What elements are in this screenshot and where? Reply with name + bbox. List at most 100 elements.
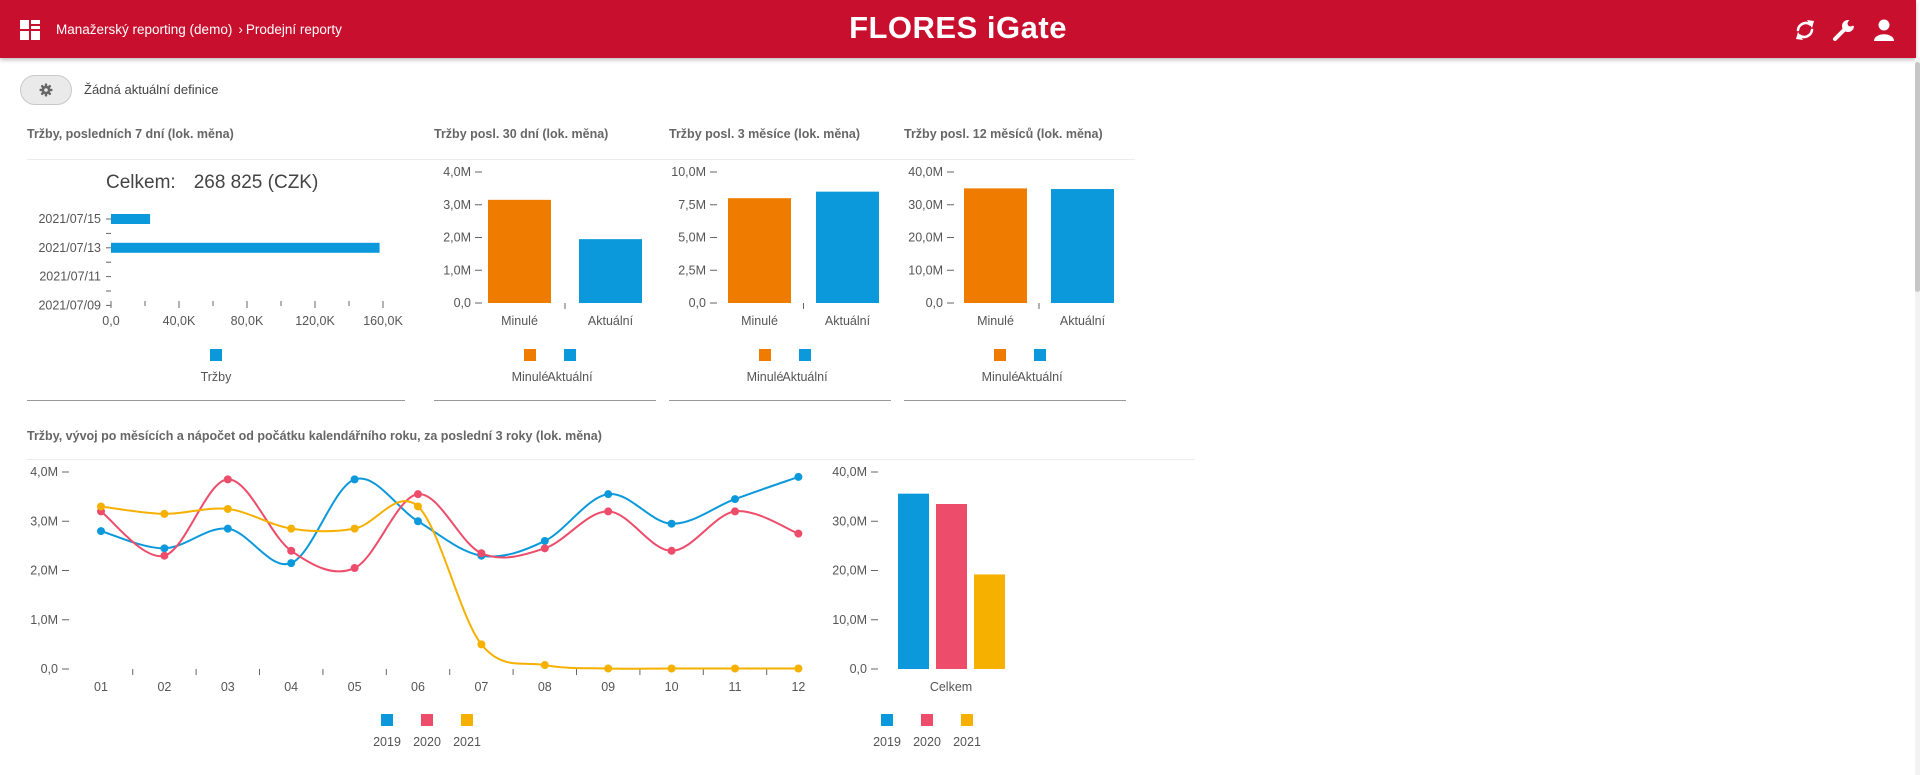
x-tick-label: Aktuální (1060, 314, 1106, 328)
legend-label: Minulé (512, 370, 549, 384)
refresh-icon[interactable] (1793, 18, 1817, 42)
point-2021-05 (350, 524, 359, 533)
legend-swatch (210, 349, 222, 361)
point-2019-02 (160, 544, 169, 553)
panel-footer-divider (27, 400, 405, 401)
y-tick-label: 7,5M (678, 198, 706, 212)
total-value: 268 825 (CZK) (193, 172, 319, 193)
legend-label: 2020 (913, 735, 941, 749)
y-tick-label: 5,0M (678, 231, 706, 245)
point-2019-06 (414, 517, 422, 526)
point-2019-05 (350, 475, 359, 484)
point-2021-04 (287, 524, 296, 533)
legend-swatch (961, 714, 973, 726)
point-2021-08 (540, 661, 549, 670)
point-2021-12 (794, 664, 803, 673)
bar-total-2021 (974, 574, 1005, 669)
y-tick-label: 2,0M (443, 231, 471, 245)
y-tick-label: 20,0M (908, 231, 943, 245)
scrollbar-thumb[interactable] (1915, 62, 1920, 292)
x-tick-label: Celkem (930, 680, 972, 694)
y-tick-label: 0,0 (454, 296, 471, 310)
vertical-scrollbar[interactable] (1915, 58, 1920, 775)
definition-settings-button[interactable] (20, 75, 72, 105)
x-tick-label: 11 (729, 680, 742, 694)
x-tick-label: 09 (601, 680, 615, 694)
bar-sales-3m-Minulé (728, 198, 791, 303)
x-tick-label: 160,0K (363, 314, 403, 328)
x-tick-label: 10 (665, 680, 679, 694)
point-2019-09 (604, 490, 613, 499)
bar-7d-2021/07/13 (111, 242, 380, 253)
legend-label: 2020 (413, 735, 441, 749)
y-tick-label: 0,0 (926, 296, 943, 310)
y-tick-label: 2021/07/11 (39, 270, 101, 284)
breadcrumb-current-page[interactable]: Prodejní reporty (245, 22, 342, 37)
y-tick-label: 4,0M (443, 165, 471, 179)
legend-swatch (381, 714, 393, 726)
legend-label: 2021 (953, 735, 981, 749)
y-tick-label: 0,0 (689, 296, 706, 310)
x-tick-label: 01 (94, 680, 108, 694)
x-tick-label: 06 (411, 680, 425, 694)
legend-swatch (881, 714, 893, 726)
legend-swatch (799, 349, 811, 361)
x-tick-label: 03 (221, 680, 235, 694)
y-tick-label: 40,0M (908, 165, 943, 179)
legend-label: 2021 (453, 735, 481, 749)
panel-footer-divider (669, 400, 891, 401)
legend-swatch (564, 349, 576, 361)
panel-header-divider (27, 159, 1135, 160)
point-2019-10 (667, 519, 676, 528)
x-tick-label: 12 (791, 680, 805, 694)
x-tick-label: 07 (474, 680, 488, 694)
panel-title-7d: Tržby, posledních 7 dní (lok. měna) (27, 127, 234, 141)
point-2020-05 (350, 564, 359, 573)
panel-title-3m: Tržby posl. 3 měsíce (lok. měna) (669, 127, 861, 141)
sales-7d-total: Celkem: 268 825 (CZK) (106, 172, 318, 194)
point-2020-07 (477, 549, 486, 558)
total-label: Celkem: (106, 172, 176, 193)
legend-swatch (524, 349, 536, 361)
y-tick-label: 0,0 (41, 662, 58, 676)
x-tick-label: 120,0K (295, 314, 335, 328)
user-icon[interactable] (1872, 18, 1896, 42)
legend-label: Aktuální (547, 370, 593, 384)
x-tick-label: 05 (348, 680, 362, 694)
point-2019-08 (540, 536, 549, 545)
point-2021-01 (97, 502, 105, 511)
point-2021-09 (604, 664, 613, 673)
wrench-icon[interactable] (1832, 18, 1856, 42)
point-2021-11 (731, 664, 739, 673)
point-2021-06 (414, 502, 422, 511)
x-tick-label: Aktuální (825, 314, 871, 328)
line-series-2020 (100, 478, 799, 573)
y-tick-label: 2,5M (678, 263, 706, 277)
point-2020-11 (731, 507, 739, 516)
y-tick-label: 10,0M (832, 613, 867, 627)
grid-icon[interactable] (20, 20, 40, 40)
point-2019-11 (731, 495, 739, 504)
point-2020-03 (223, 475, 232, 484)
y-tick-label: 10,0M (671, 165, 706, 179)
y-tick-label: 20,0M (832, 564, 867, 578)
y-tick-label: 0,0 (850, 662, 867, 676)
panel-footer-divider (434, 400, 656, 401)
y-tick-label: 3,0M (443, 198, 471, 212)
y-tick-label: 30,0M (832, 514, 867, 528)
breadcrumb-root-link[interactable]: Manažerský reporting (demo) (56, 22, 233, 37)
legend-swatch (759, 349, 771, 361)
y-tick-label: 3,0M (30, 514, 58, 528)
x-tick-label: Minulé (741, 314, 778, 328)
panel-title-monthly: Tržby, vývoj po měsících a nápočet od po… (27, 429, 602, 443)
point-2020-04 (287, 546, 296, 555)
point-2020-12 (794, 529, 803, 538)
panel-title-12m: Tržby posl. 12 měsíců (lok. měna) (904, 127, 1103, 141)
breadcrumb-separator: › (238, 22, 243, 37)
panel-footer-divider (904, 400, 1126, 401)
x-tick-label: 04 (284, 680, 298, 694)
x-tick-label: Aktuální (588, 314, 634, 328)
bar-sales-3m-Aktuální (816, 191, 879, 303)
point-2020-09 (604, 507, 613, 516)
